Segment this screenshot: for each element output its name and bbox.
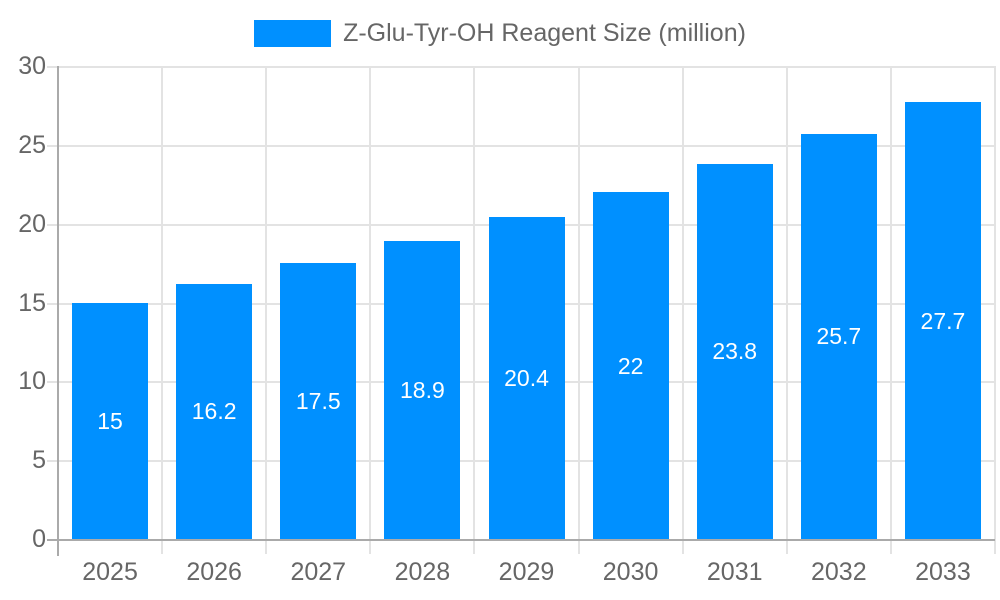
bar[interactable] [592,192,669,539]
x-gridline [577,66,580,554]
bar[interactable] [384,241,461,539]
bar[interactable] [72,302,149,539]
bar-value-label: 22 [617,352,644,379]
x-axis-tick-label: 2032 [811,558,867,586]
x-gridline [473,66,476,554]
legend-label: Z-Glu-Tyr-OH Reagent Size (million) [343,19,746,47]
x-gridline [889,66,892,554]
x-axis-tick-label: 2028 [394,558,451,586]
y-axis-tick-label: 30 [18,52,46,80]
bar[interactable] [488,217,565,539]
y-axis-tick-label: 25 [18,130,46,159]
x-gridline [265,66,268,554]
bar[interactable] [176,283,253,539]
x-gridline [681,66,684,554]
y-axis-tick-label: 5 [32,446,46,475]
y-gridline [47,66,995,68]
x-gridline [785,66,788,554]
x-gridline [369,66,372,554]
bar-value-label: 20.4 [504,365,549,392]
bar[interactable] [696,163,773,539]
bar-value-label: 27.7 [920,307,966,334]
legend[interactable]: Z-Glu-Tyr-OH Reagent Size (million) [0,20,1000,47]
x-axis-tick-label: 2029 [498,558,555,586]
bar-value-label: 23.8 [712,338,758,365]
x-axis-tick-label: 2031 [706,558,763,586]
x-axis-line [47,539,995,541]
y-axis-tick-label: 15 [18,288,46,317]
y-gridline [47,144,995,147]
y-axis-tick-label: 20 [18,209,46,238]
bar-value-label: 15 [97,407,123,434]
bar-value-label: 18.9 [399,377,445,403]
bar-value-label: 25.7 [816,323,862,350]
bar-value-label: 17.5 [295,388,341,415]
x-gridline [161,66,164,554]
x-axis-tick-label: 2030 [602,558,659,586]
bar-value-label: 16.2 [191,398,237,425]
x-axis-tick-label: 2026 [186,558,242,586]
y-axis-tick-label: 0 [32,525,46,553]
y-axis-tick-label: 10 [18,367,46,396]
legend-swatch [254,20,332,47]
bar[interactable] [904,102,981,539]
x-axis-tick-label: 2027 [290,558,347,586]
x-axis-tick-label: 2033 [915,558,971,586]
bar[interactable] [280,263,357,539]
y-axis-line [57,66,59,556]
bar[interactable] [800,133,877,539]
x-gridline [994,66,996,554]
x-axis-tick-label: 2025 [82,558,138,586]
